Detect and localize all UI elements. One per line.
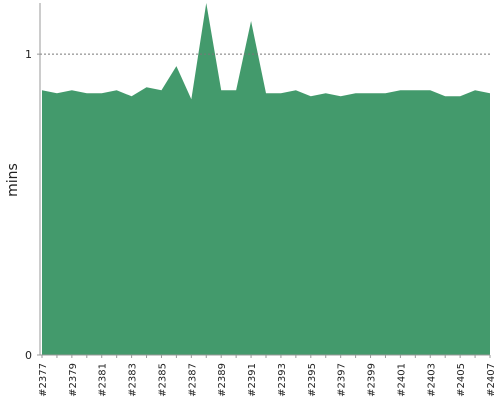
x-tick-label: #2399: [367, 363, 378, 397]
x-tick-label: #2381: [98, 363, 109, 397]
x-tick-label: #2407: [486, 363, 497, 397]
x-tick-label: #2383: [128, 363, 139, 397]
area: [42, 3, 490, 355]
x-tick-label: #2401: [396, 363, 407, 397]
x-tick-label: #2389: [217, 363, 228, 397]
x-tick-label: #2391: [247, 363, 258, 397]
x-tick-label: #2393: [277, 363, 288, 397]
y-tick-label: 0: [25, 349, 32, 362]
x-tick-label: #2379: [68, 363, 79, 397]
y-tick-label: 1: [25, 48, 32, 61]
x-tick-label: #2377: [38, 363, 49, 397]
x-tick-label: #2405: [456, 363, 467, 397]
x-tick-label: #2387: [187, 363, 198, 397]
x-tick-label: #2385: [157, 363, 168, 397]
x-tick-label: #2397: [337, 363, 348, 397]
y-axis-label: mins: [5, 163, 21, 197]
x-tick-label: #2403: [426, 363, 437, 397]
x-tick-label: #2395: [307, 363, 318, 397]
